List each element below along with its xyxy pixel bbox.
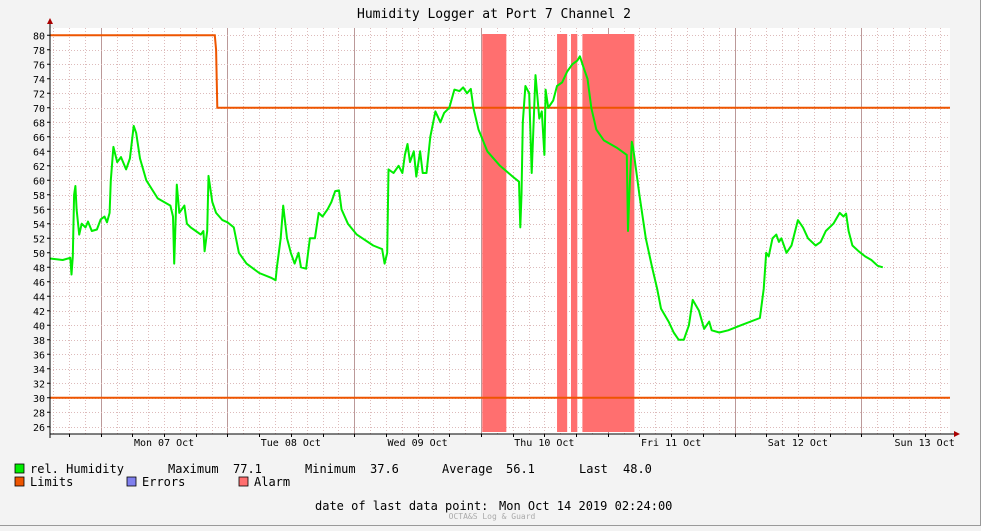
x-tick-label: Sun 13 Oct xyxy=(895,438,955,449)
y-tick-label: 58 xyxy=(33,191,45,202)
alarm-legend-swatch xyxy=(238,476,249,487)
limits-legend-label: Limits xyxy=(30,475,73,489)
errors-legend-swatch xyxy=(126,476,137,487)
alarm-legend-label: Alarm xyxy=(254,475,290,489)
y-tick-label: 56 xyxy=(33,205,45,216)
x-tick-label: Fri 11 Oct xyxy=(641,438,701,449)
y-tick-label: 34 xyxy=(33,365,45,376)
upper-limit-line xyxy=(50,34,950,109)
x-axis-arrow xyxy=(954,431,960,437)
y-tick-label: 52 xyxy=(33,234,45,245)
brand-watermark: OCTA&S Log & Guard xyxy=(449,512,536,521)
y-tick-label: 36 xyxy=(33,350,45,361)
y-tick-label: 68 xyxy=(33,118,45,129)
legend: rel. Humidity Maximum 77.1 Minimum 37.6 … xyxy=(14,462,652,489)
alarm-bands xyxy=(482,34,635,432)
y-tick-label: 28 xyxy=(33,408,45,419)
y-tick-label: 72 xyxy=(33,89,45,100)
y-tick-label: 32 xyxy=(33,379,45,390)
limits-legend-swatch xyxy=(14,476,25,487)
y-tick-label: 76 xyxy=(33,60,45,71)
chart-title: Humidity Logger at Port 7 Channel 2 xyxy=(357,7,631,22)
humidity-series xyxy=(49,55,884,341)
y-tick-label: 30 xyxy=(33,394,45,405)
y-tick-label: 40 xyxy=(33,321,45,332)
alarm-band xyxy=(557,34,568,432)
y-tick-label: 60 xyxy=(33,176,45,187)
x-tick-label: Mon 07 Oct xyxy=(134,438,194,449)
y-tick-label: 26 xyxy=(33,423,45,434)
y-tick-label: 62 xyxy=(33,162,45,173)
average-label: Average xyxy=(442,462,493,476)
x-tick-label: Tue 08 Oct xyxy=(261,438,321,449)
humidity-legend-swatch xyxy=(14,463,25,474)
y-tick-label: 78 xyxy=(33,46,45,57)
x-tick-label: Sat 12 Oct xyxy=(768,438,828,449)
y-tick-label: 42 xyxy=(33,307,45,318)
y-tick-label: 46 xyxy=(33,278,45,289)
last-data-point-label: date of last data point: xyxy=(315,499,488,513)
y-tick-label: 48 xyxy=(33,263,45,274)
y-tick-label: 70 xyxy=(33,104,45,115)
maximum-value: 77.1 xyxy=(233,462,262,476)
x-tick-label: Wed 09 Oct xyxy=(387,438,447,449)
alarm-band xyxy=(482,34,507,432)
x-tick-labels: Mon 07 Oct Tue 08 Oct Wed 09 Oct Thu 10 Oct… xyxy=(134,438,955,449)
axes xyxy=(47,18,960,438)
y-tick-label: 74 xyxy=(33,75,45,86)
alarm-band xyxy=(570,34,578,432)
y-tick-label: 44 xyxy=(33,292,45,303)
limit-lines xyxy=(50,34,950,399)
y-tick-label: 66 xyxy=(33,133,45,144)
y-tick-label: 38 xyxy=(33,336,45,347)
last-value: 48.0 xyxy=(623,462,652,476)
x-tick-label: Thu 10 Oct xyxy=(514,438,574,449)
last-data-point-value: Mon Oct 14 2019 02:24:00 xyxy=(499,499,672,513)
y-tick-label: 80 xyxy=(33,31,45,42)
errors-legend-label: Errors xyxy=(142,475,185,489)
minimum-label: Minimum xyxy=(305,462,356,476)
humidity-line xyxy=(49,55,884,341)
y-tick-label: 50 xyxy=(33,249,45,260)
average-value: 56.1 xyxy=(506,462,535,476)
humidity-legend-label: rel. Humidity xyxy=(30,462,124,476)
maximum-label: Maximum xyxy=(168,462,219,476)
last-label: Last xyxy=(579,462,608,476)
minimum-value: 37.6 xyxy=(370,462,399,476)
y-tick-labels: 26 28 30 32 34 36 38 40 42 44 46 48 50 52 54 56 58 60 62 64… xyxy=(33,31,45,434)
y-axis-arrow xyxy=(47,18,53,24)
y-tick-label: 64 xyxy=(33,147,45,158)
y-tick-label: 54 xyxy=(33,220,45,231)
